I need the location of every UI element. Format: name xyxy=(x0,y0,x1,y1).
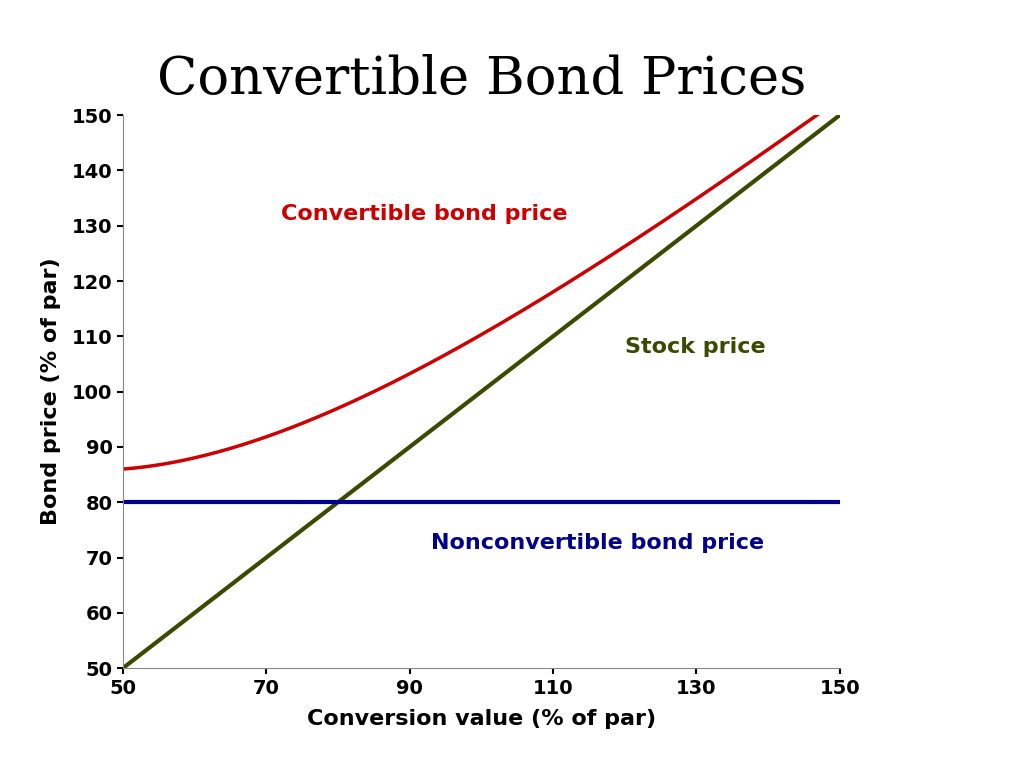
Text: Convertible bond price: Convertible bond price xyxy=(281,204,567,224)
Text: Stock price: Stock price xyxy=(625,337,765,357)
Y-axis label: Bond price (% of par): Bond price (% of par) xyxy=(41,258,60,525)
X-axis label: Conversion value (% of par): Conversion value (% of par) xyxy=(307,709,655,729)
Title: Convertible Bond Prices: Convertible Bond Prices xyxy=(157,55,806,105)
Text: Nonconvertible bond price: Nonconvertible bond price xyxy=(431,533,764,553)
